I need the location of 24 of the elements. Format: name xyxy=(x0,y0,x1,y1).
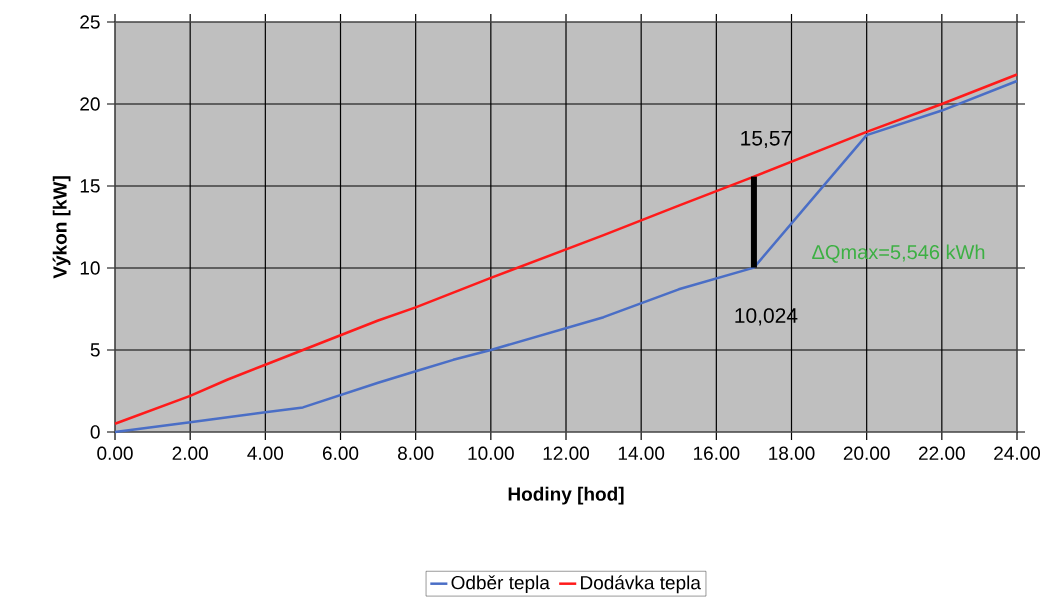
legend-label: Odběr tepla xyxy=(451,575,550,594)
annotation: 15,57 xyxy=(741,130,792,149)
x-tick-label: 12.00 xyxy=(543,446,590,460)
x-tick-label: 8.00 xyxy=(398,446,434,460)
x-tick-label: 2.00 xyxy=(172,446,208,460)
y-tick-label: 20 xyxy=(80,97,100,111)
x-tick-label: 18.00 xyxy=(769,446,815,460)
y-tick-label: 10 xyxy=(80,261,100,275)
y-tick-label: 0 xyxy=(90,425,100,439)
x-tick-label: 0.00 xyxy=(97,446,133,460)
x-tick-label: 4.00 xyxy=(247,446,284,460)
x-tick-label: 10.00 xyxy=(468,446,514,460)
y-axis-title: Výkon [kW] xyxy=(52,176,71,279)
legend-label: Dodávka tepla xyxy=(581,575,701,594)
y-tick-label: 15 xyxy=(80,179,100,193)
x-axis-title: Hodiny [hod] xyxy=(508,486,624,505)
x-tick-label: 20.00 xyxy=(843,446,890,460)
y-tick-label: 5 xyxy=(90,343,100,357)
x-tick-label: 24.00 xyxy=(994,446,1041,460)
y-tick-label: 25 xyxy=(80,15,100,29)
x-tick-label: 6.00 xyxy=(322,446,359,460)
x-tick-label: 14.00 xyxy=(618,446,665,460)
x-tick-label: 22.00 xyxy=(919,446,965,460)
x-tick-label: 16.00 xyxy=(694,446,740,460)
